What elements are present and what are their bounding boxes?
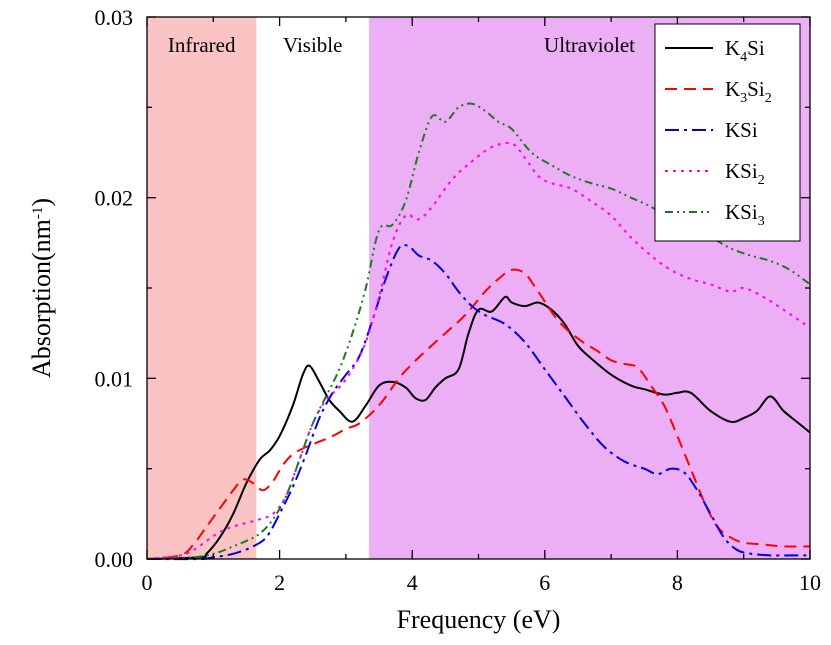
legend-label-part: 3 <box>758 214 765 229</box>
y-tick-label: 0.01 <box>95 366 134 391</box>
y-axis-title-superscript: -1 <box>30 207 46 220</box>
legend-label-part: K <box>725 77 740 101</box>
region-visible <box>256 17 370 559</box>
region-label-visible: Visible <box>283 33 342 57</box>
legend-label-part: KSi <box>725 118 758 142</box>
y-tick-label: 0.00 <box>95 547 134 572</box>
x-tick-label: 10 <box>799 570 821 595</box>
y-tick-label: 0.03 <box>95 5 134 30</box>
y-axis-title-main: Absorption(nm <box>27 219 56 378</box>
y-axis-ticks: 0.00 0.01 0.02 0.03 <box>95 5 810 572</box>
legend-label-part: 4 <box>740 50 747 65</box>
series-line-ksi <box>146 243 810 561</box>
legend-label-part: K <box>725 36 740 60</box>
series-line-k4si <box>146 295 811 560</box>
spectral-regions <box>147 17 810 559</box>
region-label-ultraviolet: Ultraviolet <box>544 33 635 57</box>
legend-label-part: KSi <box>725 159 758 183</box>
series-line-k3si2 <box>146 268 811 560</box>
legend-label-ksi: KSi <box>725 118 758 142</box>
legend-label-ksi2: KSi2 <box>725 159 765 188</box>
legend-label-part: Si <box>747 77 765 101</box>
x-tick-label: 6 <box>539 570 550 595</box>
plot-frame <box>146 16 811 560</box>
x-tick-label: 4 <box>407 570 418 595</box>
x-axis-title: Frequency (eV) <box>397 605 561 634</box>
x-tick-label: 2 <box>274 570 285 595</box>
legend-label-part: Si <box>747 36 765 60</box>
legend-label-part: 2 <box>765 91 772 106</box>
x-tick-label: 0 <box>142 570 153 595</box>
y-tick-label: 0.02 <box>95 186 134 211</box>
region-infrared <box>147 17 257 559</box>
y-axis-title: Absorption(nm-1) <box>27 198 56 378</box>
x-axis-ticks: 0 2 4 6 8 10 <box>142 17 821 595</box>
legend-label-k3si2: K3Si2 <box>725 77 772 106</box>
legend-label-k4si: K4Si <box>725 36 765 65</box>
legend-label-part: 3 <box>740 91 747 106</box>
region-labels: Infrared Visible Ultraviolet <box>168 33 635 57</box>
legend-box <box>654 23 801 242</box>
legend-label-part: 2 <box>758 173 765 188</box>
region-label-infrared: Infrared <box>168 33 236 57</box>
x-tick-label: 8 <box>672 570 683 595</box>
y-axis-title-close: ) <box>27 198 56 207</box>
legend-label-ksi3: KSi3 <box>725 200 765 229</box>
legend-label-part: KSi <box>725 200 758 224</box>
